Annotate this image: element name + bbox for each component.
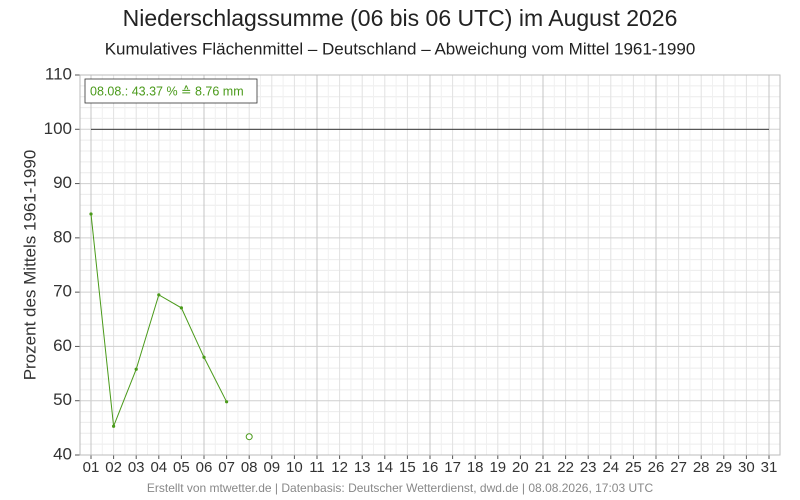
x-tick-label: 19 — [489, 459, 506, 476]
y-tick-label: 90 — [53, 173, 72, 192]
x-tick-label: 10 — [286, 459, 303, 476]
chart-title: Niederschlagssumme (06 bis 06 UTC) im Au… — [123, 5, 678, 31]
x-tick-label: 25 — [625, 459, 642, 476]
annotation: 08.08.: 43.37 % ≙ 8.76 mm — [90, 84, 244, 98]
x-tick-label: 31 — [761, 459, 778, 476]
x-tick-label: 28 — [693, 459, 710, 476]
annotation-box — [84, 78, 258, 104]
y-tick-label: 100 — [44, 119, 72, 138]
data-point — [157, 293, 161, 297]
x-tick-label: 29 — [715, 459, 732, 476]
x-tick-label: 11 — [309, 459, 325, 476]
y-tick-label: 50 — [53, 390, 72, 409]
x-tick-label: 13 — [354, 459, 371, 476]
y-tick-label: 40 — [53, 444, 72, 463]
x-tick-label: 09 — [263, 459, 280, 476]
x-tick-label: 30 — [738, 459, 755, 476]
x-tick-label: 15 — [399, 459, 416, 476]
x-tick-label: 23 — [580, 459, 597, 476]
x-tick-label: 17 — [444, 459, 461, 476]
y-tick-label: 70 — [53, 282, 72, 301]
x-tick-label: 05 — [173, 459, 190, 476]
x-tick-label: 04 — [150, 459, 167, 476]
x-tick-label: 01 — [83, 459, 100, 476]
x-tick-label: 21 — [535, 459, 552, 476]
x-tick-label: 03 — [128, 459, 145, 476]
y-axis-label: Prozent des Mittels 1961-1990 — [20, 150, 39, 381]
y-tick-label: 80 — [53, 227, 72, 246]
x-tick-label: 16 — [422, 459, 439, 476]
x-tick-label: 07 — [218, 459, 235, 476]
plot-border — [79, 74, 781, 456]
x-tick-label: 14 — [376, 459, 393, 476]
y-tick-label: 60 — [53, 336, 72, 355]
x-tick-label: 26 — [648, 459, 665, 476]
current-point — [245, 433, 253, 441]
chart-subtitle: Kumulatives Flächenmittel – Deutschland … — [105, 39, 696, 58]
data-point — [179, 306, 183, 310]
x-tick-label: 12 — [331, 459, 348, 476]
data-point — [225, 400, 229, 404]
data-point — [89, 212, 93, 216]
footer: Erstellt von mtwetter.de | Datenbasis: D… — [147, 481, 654, 495]
x-tick-label: 08 — [241, 459, 258, 476]
x-tick-label: 06 — [196, 459, 213, 476]
x-tick-label: 02 — [105, 459, 122, 476]
x-tick-label: 20 — [512, 459, 529, 476]
x-tick-label: 22 — [557, 459, 574, 476]
x-tick-label: 27 — [670, 459, 687, 476]
data-point — [112, 424, 116, 428]
x-tick-label: 18 — [467, 459, 484, 476]
y-tick-label: 110 — [45, 64, 72, 83]
data-point — [134, 367, 138, 371]
data-point — [202, 355, 206, 359]
x-tick-label: 24 — [602, 459, 619, 476]
